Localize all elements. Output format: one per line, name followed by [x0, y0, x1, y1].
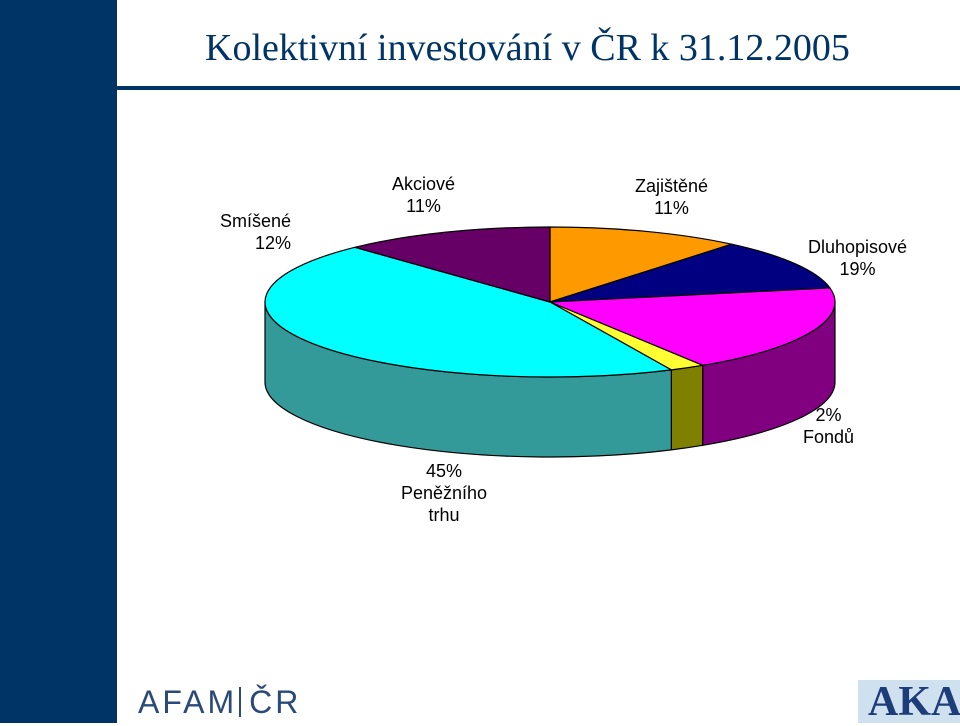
label-penezniho-pct: 45% — [426, 461, 463, 481]
slice-dluhopisove — [549, 287, 836, 366]
page-title: Kolektivní investování v ČR k 31.12.2005 — [205, 27, 850, 69]
label-akciove: Akciové 11% — [392, 173, 455, 217]
afam-logo-right: ČR — [249, 684, 302, 720]
label-penezniho-name-1: Peněžního — [401, 483, 488, 503]
aka-logo: AKA — [858, 679, 960, 725]
label-smisene-pct: 12% — [255, 233, 292, 253]
label-dluhopisove-name: Dluhopisové — [808, 237, 908, 257]
label-akciove-name: Akciové — [392, 174, 456, 194]
sidebar-band — [0, 0, 117, 723]
label-dluhopisove: Dluhopisové 19% — [808, 236, 907, 280]
slice-zajistene — [549, 243, 831, 303]
label-fondu-pct: 2% — [815, 405, 842, 425]
afam-logo-left: AFAM — [138, 684, 238, 720]
label-akciove-pct: 11% — [406, 196, 441, 216]
label-zajistene: Zajištěné 11% — [635, 175, 708, 219]
label-penezniho-name-2: trhu — [428, 505, 460, 525]
slice-penezniho-trhu — [264, 246, 672, 378]
slice-smisene — [354, 226, 551, 303]
slice-side-fondu — [670, 364, 704, 451]
label-zajistene-name: Zajištěné — [635, 176, 709, 196]
pie-tops — [264, 226, 836, 378]
title-underline — [117, 86, 960, 90]
label-penezniho-trhu: 45% Peněžního trhu — [401, 460, 487, 526]
afam-logo-divider — [239, 687, 242, 717]
aka-logo-text: AKA — [868, 679, 960, 725]
afam-logo: AFAM ČR — [138, 684, 301, 721]
label-dluhopisove-pct: 19% — [839, 259, 876, 279]
label-fondu: 2% Fondů — [803, 404, 854, 448]
label-zajistene-pct: 11% — [654, 198, 689, 218]
slice-akciove — [549, 226, 733, 303]
label-smisene-name: Smíšené — [220, 211, 292, 231]
label-fondu-name: Fondů — [803, 427, 855, 447]
label-smisene: Smíšené 12% — [220, 210, 291, 254]
